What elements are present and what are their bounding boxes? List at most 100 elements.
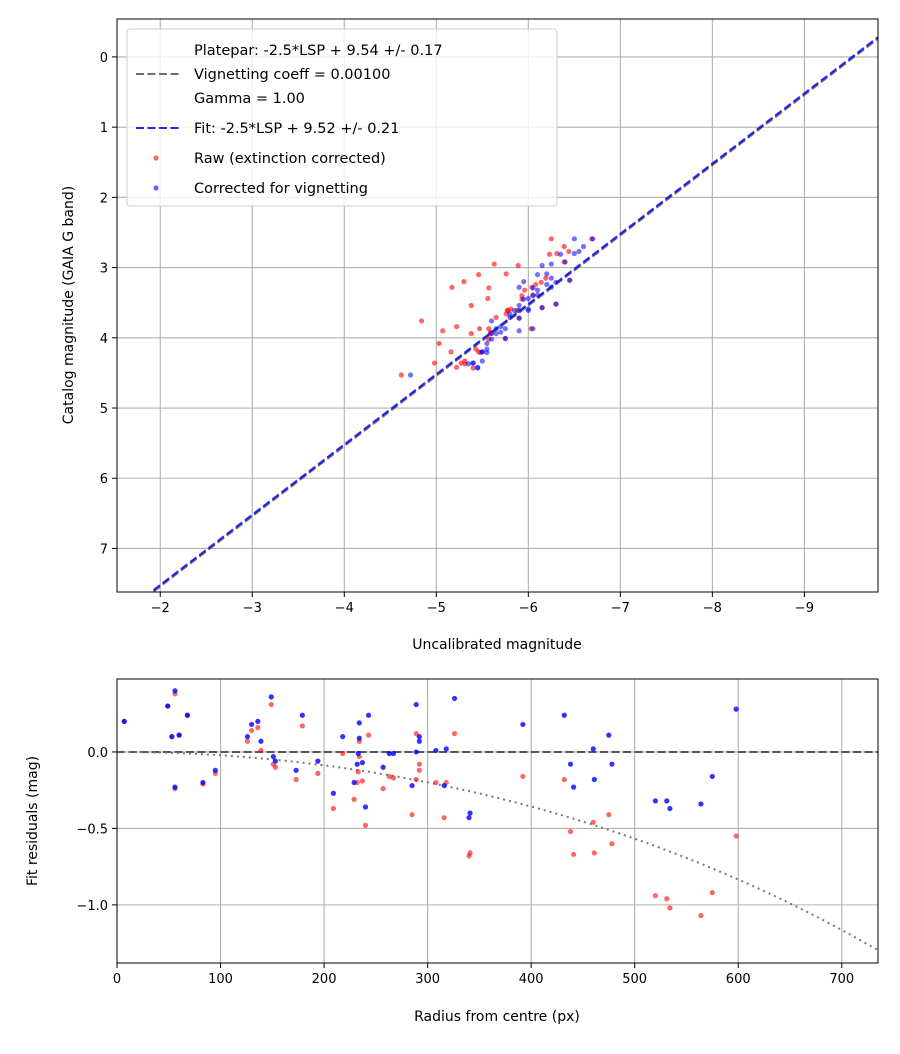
raw-point <box>566 248 572 255</box>
corrected-residual-point <box>591 776 597 783</box>
raw-point <box>418 318 425 324</box>
corrected-residual-point <box>467 810 473 816</box>
raw-point <box>453 364 460 370</box>
x-tick-label: −7 <box>611 601 630 616</box>
corrected-residual-point <box>212 767 218 773</box>
corrected-residual-point <box>272 758 279 764</box>
x-tick-label: 400 <box>519 972 544 987</box>
y-tick-label: 0 <box>100 51 108 66</box>
corrected-point <box>539 305 545 311</box>
corrected-residual-point <box>299 712 305 718</box>
raw-residual-point <box>467 850 473 856</box>
raw-residual-point <box>561 776 567 783</box>
raw-residual-point <box>664 896 670 902</box>
corrected-residual-point <box>340 734 346 740</box>
corrected-residual-point <box>268 694 274 700</box>
raw-residual-point <box>733 833 739 839</box>
y-tick-label: 4 <box>100 332 108 347</box>
raw-residual-point <box>293 776 299 783</box>
raw-residual-point <box>258 747 264 754</box>
raw-point <box>515 262 521 269</box>
corrected-residual-point <box>443 746 449 752</box>
corrected-residual-point <box>356 735 362 741</box>
raw-point <box>546 251 553 257</box>
corrected-residual-point <box>709 773 715 780</box>
corrected-point <box>544 281 550 288</box>
corrected-residual-point <box>169 734 175 740</box>
x-tick-label: −8 <box>703 601 722 616</box>
raw-point <box>561 243 567 250</box>
corrected-point <box>470 360 476 366</box>
corrected-residual-point <box>172 688 178 694</box>
corrected-residual-point <box>270 753 276 760</box>
raw-residual-point <box>416 761 422 767</box>
raw-point <box>548 236 554 242</box>
corrected-residual-point <box>172 784 178 790</box>
corrected-point <box>516 328 522 334</box>
x-tick-label: −4 <box>335 601 354 616</box>
corrected-point <box>576 248 582 255</box>
corrected-residual-point <box>359 760 365 766</box>
raw-residual-point <box>698 912 704 919</box>
corrected-point <box>525 306 531 312</box>
raw-residual-point <box>520 773 526 780</box>
raw-residual-point <box>433 779 439 786</box>
corrected-point <box>516 315 522 321</box>
y-tick-label: −1.0 <box>76 899 108 914</box>
corrected-residual-point <box>451 695 458 702</box>
y-tick-label: −0.5 <box>76 822 108 837</box>
corrected-residual-point <box>315 758 321 764</box>
raw-point <box>476 272 482 278</box>
corrected-residual-point <box>664 798 670 804</box>
corrected-residual-point <box>698 801 704 807</box>
vignetting-curve <box>117 750 878 952</box>
x-tick-label: −2 <box>151 601 170 616</box>
y-tick-label: 6 <box>100 472 108 487</box>
corrected-point <box>571 250 577 257</box>
raw-residual-point <box>299 723 305 729</box>
x-tick-label: 600 <box>726 972 751 987</box>
corrected-point <box>479 358 485 364</box>
raw-point <box>486 326 492 332</box>
raw-residual-point <box>390 775 397 781</box>
corrected-point <box>479 349 485 355</box>
x-tick-label: 700 <box>829 972 854 987</box>
raw-residual-point <box>340 750 346 757</box>
corrected-residual-point <box>354 761 360 767</box>
corrected-point <box>484 340 490 347</box>
raw-residual-point <box>248 727 255 734</box>
corrected-residual-point <box>561 712 567 718</box>
legend-label: Vignetting coeff = 0.00100 <box>194 67 390 83</box>
raw-residual-point <box>606 812 612 818</box>
corrected-residual-point <box>590 746 596 752</box>
top-xlabel: Uncalibrated magnitude <box>412 637 582 653</box>
corrected-residual-point <box>567 761 574 767</box>
raw-point <box>453 323 460 330</box>
legend-frame <box>126 28 558 207</box>
raw-residual-point <box>315 770 321 776</box>
x-tick-label: 200 <box>312 972 337 987</box>
corrected-residual-point <box>355 750 361 757</box>
corrected-point <box>525 295 531 302</box>
raw-point <box>448 349 454 355</box>
corrected-point <box>534 272 541 278</box>
corrected-point <box>534 287 541 293</box>
corrected-point <box>530 326 536 332</box>
corrected-point <box>548 275 554 281</box>
x-tick-label: 100 <box>208 972 233 987</box>
bottom-ylabel: Fit residuals (mag) <box>25 756 41 886</box>
raw-point <box>449 284 455 290</box>
legend-dot-handle <box>153 185 159 191</box>
corrected-residual-point <box>409 782 415 789</box>
legend-dot-handle <box>153 155 159 161</box>
corrected-residual-point <box>609 761 615 767</box>
corrected-residual-point <box>165 703 171 709</box>
legend-label: Platepar: -2.5*LSP + 9.54 +/- 0.17 <box>194 43 443 59</box>
y-tick-label: 7 <box>100 542 108 557</box>
x-tick-label: 300 <box>415 972 440 987</box>
corrected-residual-point <box>351 779 357 786</box>
corrected-residual-point <box>413 749 419 755</box>
corrected-residual-point <box>606 732 612 738</box>
corrected-point <box>511 307 518 314</box>
corrected-point <box>516 284 522 290</box>
